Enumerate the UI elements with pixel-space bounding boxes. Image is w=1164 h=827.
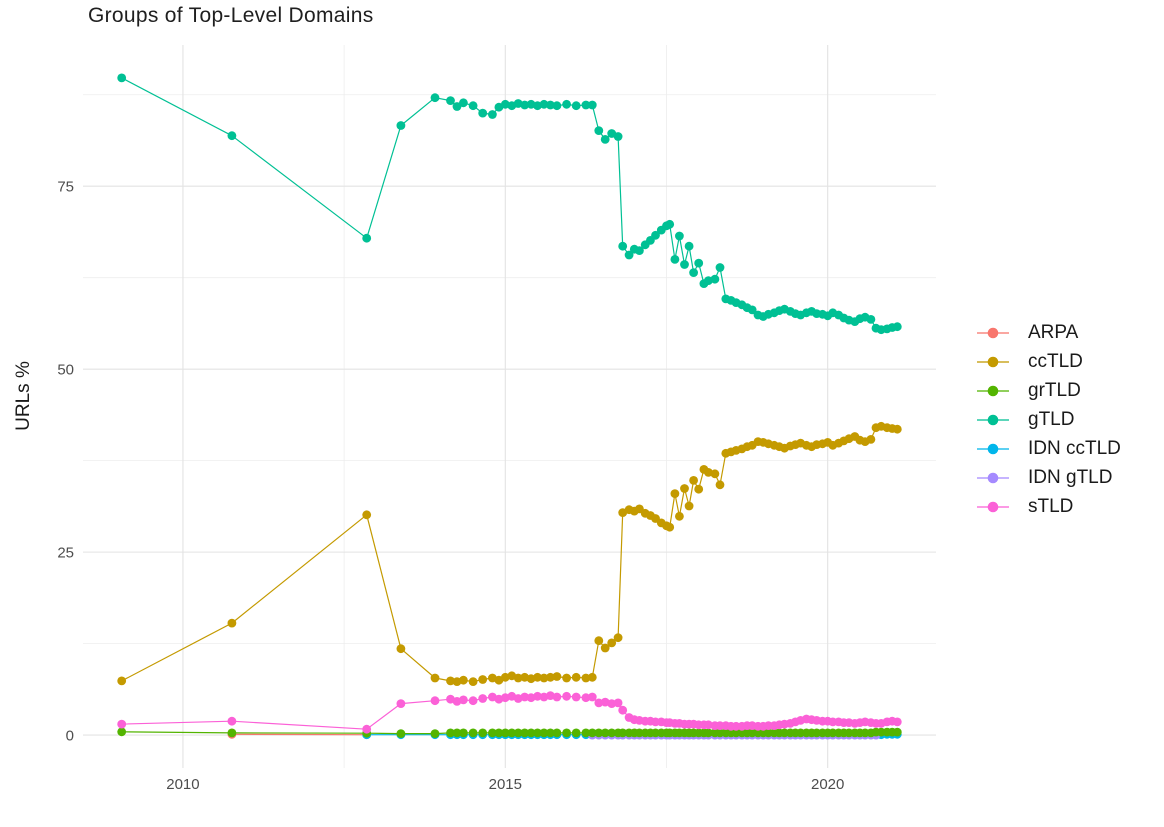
svg-text:2015: 2015 bbox=[489, 776, 522, 793]
y-axis-tick-labels: 0 25 50 75 bbox=[57, 178, 74, 744]
legend-entry-arpa: ARPA bbox=[975, 318, 1121, 347]
legend-entry-cctld: ccTLD bbox=[975, 347, 1121, 376]
legend-entry-idn-cctld: IDN ccTLD bbox=[975, 434, 1121, 463]
series-stld bbox=[117, 691, 902, 734]
legend-entry-grtld: grTLD bbox=[975, 376, 1121, 405]
legend-key-arpa bbox=[977, 327, 1009, 338]
series-cctld bbox=[117, 421, 902, 686]
chart-title: Groups of Top-Level Domains bbox=[88, 4, 374, 27]
x-axis-tick-labels: 2010 2015 2020 bbox=[166, 776, 844, 793]
legend-entry-idn-gtld: IDN gTLD bbox=[975, 463, 1121, 492]
series-gtld bbox=[117, 73, 902, 335]
svg-text:75: 75 bbox=[57, 178, 74, 195]
legend-key-gtld bbox=[977, 414, 1009, 425]
legend-entry-stld: sTLD bbox=[975, 492, 1121, 521]
svg-text:2010: 2010 bbox=[166, 776, 199, 793]
series-arpa bbox=[227, 729, 372, 740]
legend-label-idn-gtld: IDN gTLD bbox=[1028, 466, 1113, 488]
legend-key-cctld bbox=[977, 356, 1009, 367]
legend-label-idn-cctld: IDN ccTLD bbox=[1028, 437, 1121, 459]
series-grtld bbox=[117, 727, 902, 738]
legend-label-arpa: ARPA bbox=[1028, 321, 1079, 343]
legend-label-cctld: ccTLD bbox=[1028, 350, 1083, 372]
legend-key-idn-gtld bbox=[977, 472, 1009, 483]
svg-text:2020: 2020 bbox=[811, 776, 844, 793]
legend: ARPA ccTLD grTLD gTLD IDN ccTLD IDN gTLD sTLD bbox=[975, 318, 1121, 521]
legend-key-idn-cctld bbox=[977, 443, 1009, 454]
svg-text:25: 25 bbox=[57, 544, 74, 561]
svg-text:0: 0 bbox=[66, 727, 74, 744]
legend-label-stld: sTLD bbox=[1028, 495, 1074, 517]
legend-label-gtld: gTLD bbox=[1028, 408, 1075, 430]
legend-entry-gtld: gTLD bbox=[975, 405, 1121, 434]
legend-key-stld bbox=[977, 501, 1009, 512]
legend-label-grtld: grTLD bbox=[1028, 379, 1081, 401]
legend-key-grtld bbox=[977, 385, 1009, 396]
svg-text:50: 50 bbox=[57, 361, 74, 378]
gridlines bbox=[83, 45, 936, 768]
